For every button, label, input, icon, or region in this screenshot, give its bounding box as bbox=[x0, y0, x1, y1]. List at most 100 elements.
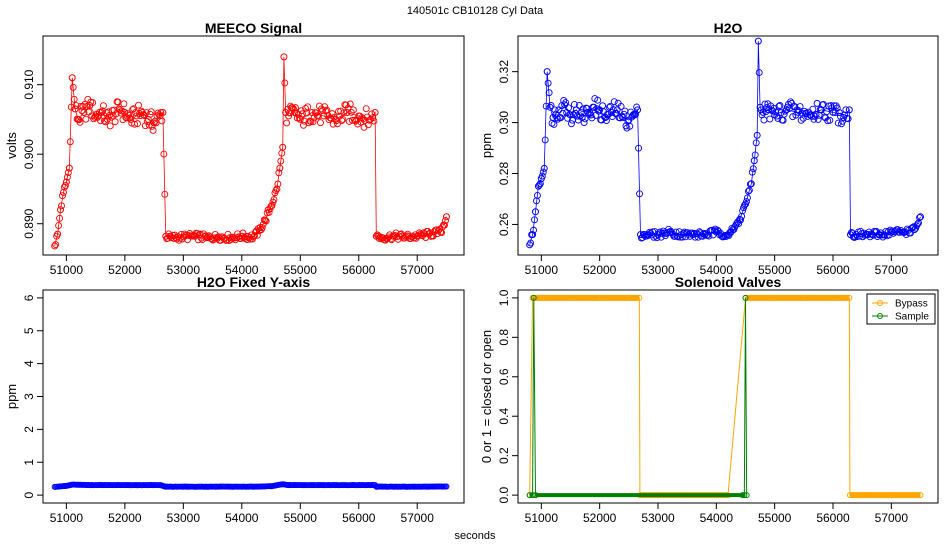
valves-legend-marker-sample bbox=[877, 313, 883, 319]
h2o-data-point bbox=[755, 69, 763, 76]
meeco-data-point bbox=[72, 102, 80, 110]
meeco-data-point bbox=[131, 120, 139, 128]
meeco-data-point bbox=[68, 74, 76, 82]
valves-y-tick-label: 0.2 bbox=[497, 447, 511, 464]
meeco-data-point bbox=[161, 190, 169, 198]
h2o-data-point bbox=[710, 227, 718, 235]
meeco-data-point bbox=[155, 111, 163, 119]
h2o_fixed-x-tick-label: 56000 bbox=[342, 511, 376, 525]
meeco-data-point bbox=[78, 107, 86, 115]
valves-dense-markers-bypass bbox=[891, 492, 921, 499]
meeco-data-point bbox=[154, 109, 162, 117]
meeco-data-point bbox=[317, 119, 324, 127]
valves-y-axis-label: 0 or 1 = closed or open bbox=[479, 330, 494, 463]
h2o-data-point bbox=[804, 112, 811, 120]
h2o-data-point bbox=[587, 111, 595, 119]
valves-legend-label-bypass: Bypass bbox=[895, 299, 928, 310]
h2o-series-line bbox=[529, 41, 921, 245]
meeco-data-point bbox=[280, 53, 288, 61]
meeco-data-point bbox=[52, 241, 60, 248]
h2o-data-point bbox=[769, 107, 777, 115]
h2o-data-point bbox=[619, 113, 627, 121]
h2o-data-point bbox=[917, 213, 924, 221]
meeco-plot-frame bbox=[42, 35, 465, 256]
meeco-data-point bbox=[278, 149, 286, 157]
h2o_fixed-plot-frame bbox=[42, 289, 465, 504]
h2o-data-point bbox=[635, 144, 643, 152]
meeco-data-point bbox=[343, 108, 351, 116]
meeco-data-point bbox=[362, 105, 370, 113]
h2o-data-point bbox=[909, 224, 916, 231]
valves-x-tick-label: 56000 bbox=[816, 511, 850, 525]
meeco-data-point bbox=[118, 107, 126, 115]
meeco-data-point bbox=[229, 233, 237, 241]
h2o-data-point bbox=[748, 168, 756, 176]
meeco-data-point bbox=[309, 118, 317, 126]
meeco-data-point bbox=[265, 208, 273, 216]
h2o-data-point bbox=[618, 113, 626, 121]
h2o-data-point bbox=[530, 226, 538, 234]
h2o_fixed-y-tick-label: 3 bbox=[22, 393, 36, 400]
meeco-x-tick-label: 52000 bbox=[108, 263, 142, 277]
h2o-data-point bbox=[814, 115, 822, 123]
h2o-data-point bbox=[809, 105, 817, 113]
h2o-data-point bbox=[834, 119, 842, 127]
meeco-data-point bbox=[268, 202, 276, 210]
meeco-x-tick-label: 53000 bbox=[167, 263, 201, 277]
h2o_fixed-y-tick-label: 5 bbox=[22, 327, 36, 334]
h2o-data-point bbox=[896, 228, 904, 236]
h2o-data-point bbox=[553, 114, 561, 122]
h2o-data-point bbox=[751, 151, 759, 159]
meeco-x-tick-label: 56000 bbox=[342, 263, 376, 277]
h2o-data-point bbox=[848, 228, 855, 236]
h2o-x-tick-label: 57000 bbox=[875, 263, 909, 277]
h2o-data-point bbox=[674, 233, 682, 241]
h2o-data-point bbox=[579, 105, 587, 113]
h2o-data-point bbox=[541, 136, 549, 144]
meeco-data-point bbox=[66, 138, 74, 146]
h2o-data-point bbox=[772, 108, 780, 116]
h2o-data-point bbox=[752, 139, 760, 147]
meeco-data-point bbox=[252, 227, 260, 235]
meeco-data-point bbox=[322, 107, 330, 115]
valves-plot-frame bbox=[517, 289, 939, 504]
meeco-data-point bbox=[60, 183, 68, 191]
h2o-data-point bbox=[741, 201, 748, 209]
meeco-data-point bbox=[55, 222, 63, 229]
valves-x-tick-label: 55000 bbox=[758, 511, 792, 525]
meeco-data-point bbox=[82, 115, 90, 123]
meeco-data-point bbox=[416, 230, 424, 238]
h2o-y-tick-label: 0.30 bbox=[497, 111, 511, 135]
meeco-data-point bbox=[302, 104, 310, 112]
h2o-data-point bbox=[796, 103, 804, 111]
meeco-data-point bbox=[332, 117, 340, 125]
meeco-data-point bbox=[76, 118, 84, 126]
h2o-data-point bbox=[696, 229, 704, 237]
h2o-data-point bbox=[787, 98, 795, 106]
meeco-data-point bbox=[258, 224, 266, 232]
valves-title: Solenoid Valves bbox=[675, 274, 782, 290]
meeco-data-point bbox=[369, 114, 377, 122]
meeco-data-point bbox=[107, 113, 115, 121]
h2o-data-point bbox=[570, 101, 578, 108]
meeco-x-tick-label: 55000 bbox=[284, 263, 318, 277]
h2o_fixed-x-tick-label: 57000 bbox=[401, 511, 435, 525]
meeco-data-point bbox=[64, 169, 72, 177]
meeco-data-point bbox=[211, 230, 219, 238]
meeco-data-point bbox=[134, 120, 141, 128]
valves-point-sample bbox=[742, 294, 749, 301]
h2o-data-point bbox=[754, 37, 762, 45]
meeco-data-point bbox=[340, 109, 348, 117]
h2o-data-point bbox=[776, 102, 784, 109]
h2o-data-point bbox=[840, 114, 848, 121]
h2o-data-point bbox=[540, 164, 548, 172]
meeco-data-point bbox=[251, 232, 258, 240]
h2o-data-point bbox=[737, 216, 745, 224]
h2o-data-point bbox=[551, 106, 559, 114]
h2o-data-point bbox=[633, 103, 641, 111]
h2o-data-point bbox=[780, 110, 788, 118]
valves-series-sample-line bbox=[529, 297, 748, 496]
h2o-data-point bbox=[775, 102, 783, 110]
meeco-data-point bbox=[275, 169, 283, 177]
meeco-data-point bbox=[384, 235, 391, 242]
